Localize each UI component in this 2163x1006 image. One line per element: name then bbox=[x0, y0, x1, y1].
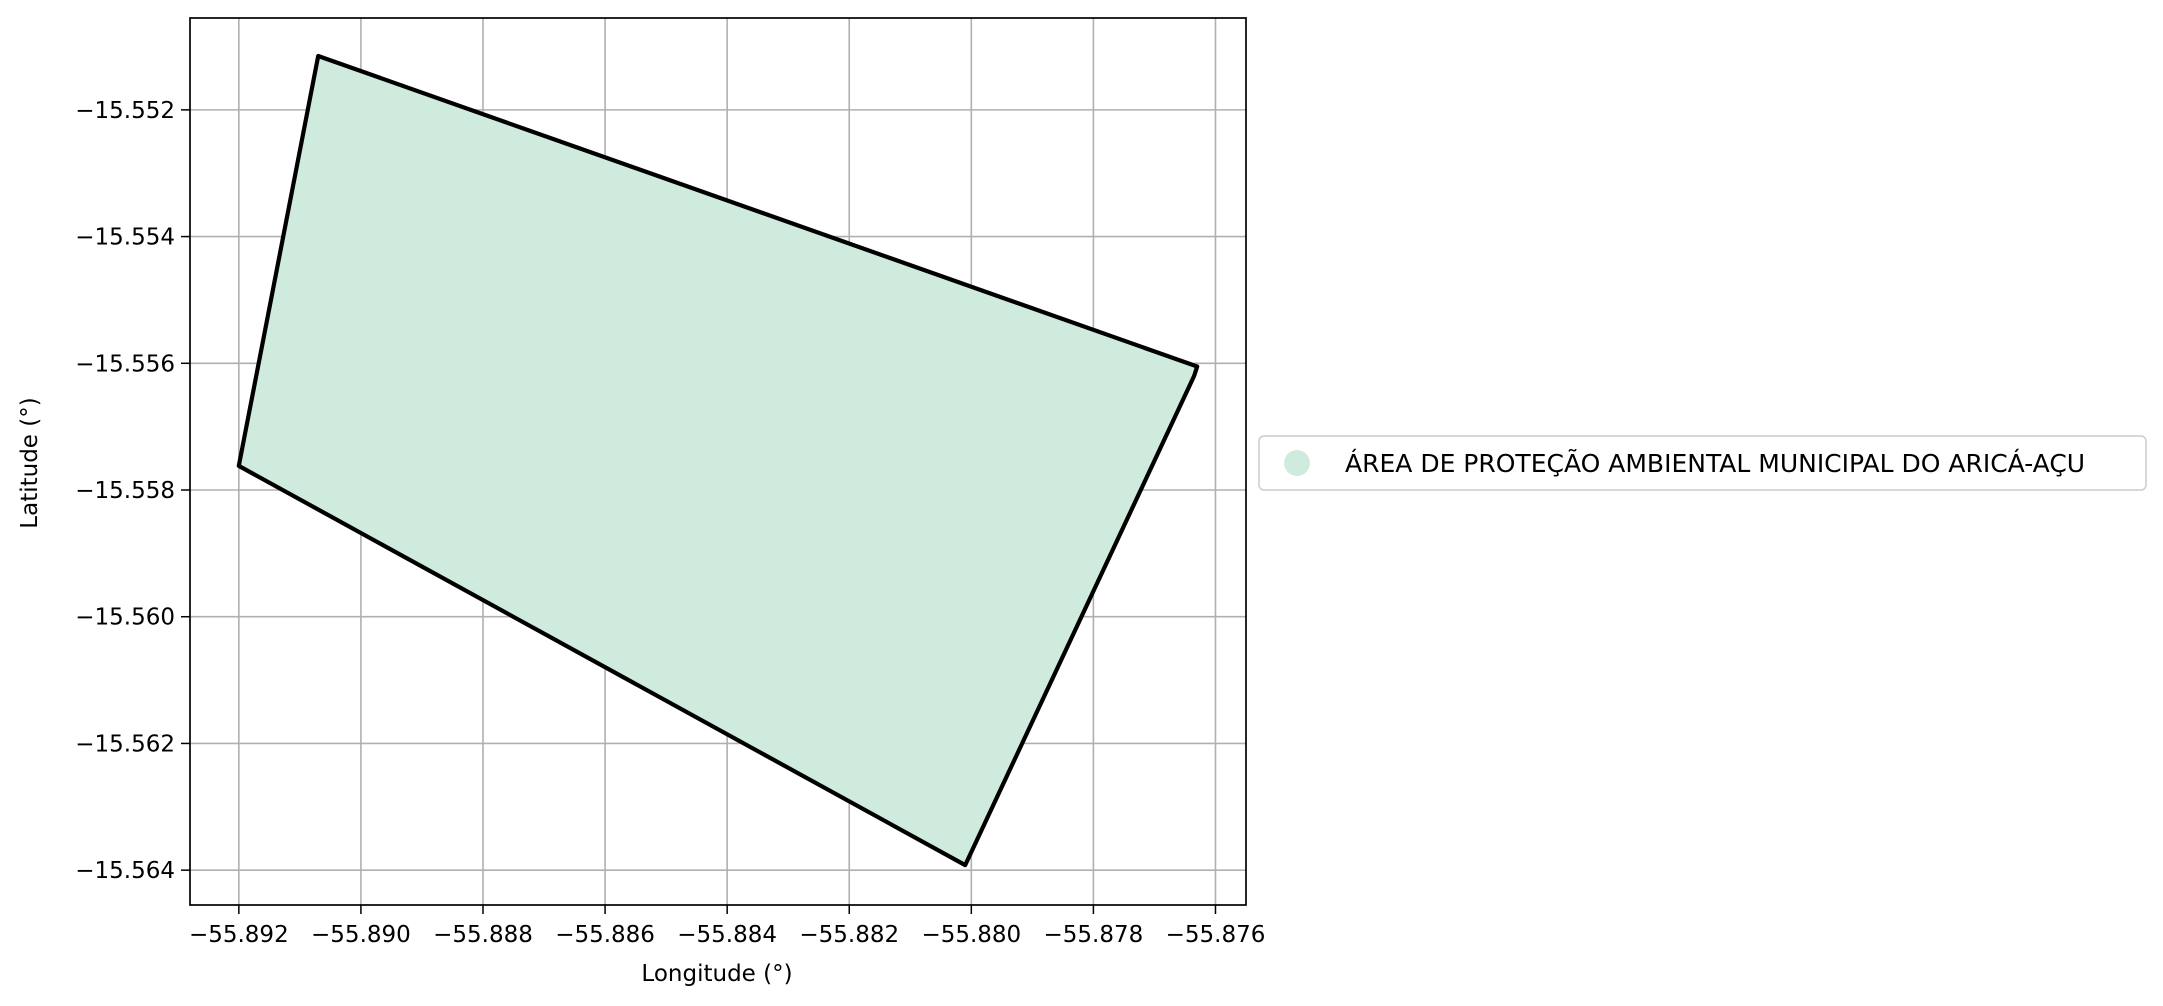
x-tick-label: −55.892 bbox=[189, 922, 289, 948]
x-tick-label: −55.878 bbox=[1044, 922, 1144, 948]
x-tick-label: −55.888 bbox=[433, 922, 533, 948]
x-axis-title: Longitude (°) bbox=[641, 961, 792, 987]
legend[interactable]: ÁREA DE PROTEÇÃO AMBIENTAL MUNICIPAL DO … bbox=[1258, 435, 2147, 491]
y-tick-label: −15.556 bbox=[75, 351, 175, 377]
x-axis: −55.892 −55.890 −55.888 −55.886 −55.884 −55.8… bbox=[189, 905, 1265, 948]
polygon-layer bbox=[236, 53, 1200, 868]
x-tick-label: −55.882 bbox=[799, 922, 899, 948]
y-tick-label: −15.558 bbox=[75, 478, 175, 504]
y-tick-label: −15.564 bbox=[75, 858, 175, 884]
x-tick-label: −55.880 bbox=[921, 922, 1021, 948]
x-tick-label: −55.876 bbox=[1166, 922, 1266, 948]
y-tick-label: −15.562 bbox=[75, 731, 175, 757]
x-tick-label: −55.886 bbox=[555, 922, 655, 948]
legend-label: ÁREA DE PROTEÇÃO AMBIENTAL MUNICIPAL DO … bbox=[1345, 448, 2085, 478]
y-axis: −15.552 −15.554 −15.556 −15.558 −15.560 −15.5… bbox=[75, 98, 190, 884]
plot-frame bbox=[189, 17, 1247, 906]
x-tick-label: −55.884 bbox=[677, 922, 777, 948]
y-tick-label: −15.552 bbox=[75, 98, 175, 124]
x-tick-label: −55.890 bbox=[311, 922, 411, 948]
protected-area-polygon bbox=[236, 53, 1200, 868]
y-axis-title: Latitude (°) bbox=[17, 397, 43, 528]
legend-frame bbox=[1258, 435, 2147, 491]
y-tick-label: −15.560 bbox=[75, 605, 175, 631]
legend-marker-icon bbox=[1284, 450, 1310, 476]
y-tick-label: −15.554 bbox=[75, 225, 175, 251]
